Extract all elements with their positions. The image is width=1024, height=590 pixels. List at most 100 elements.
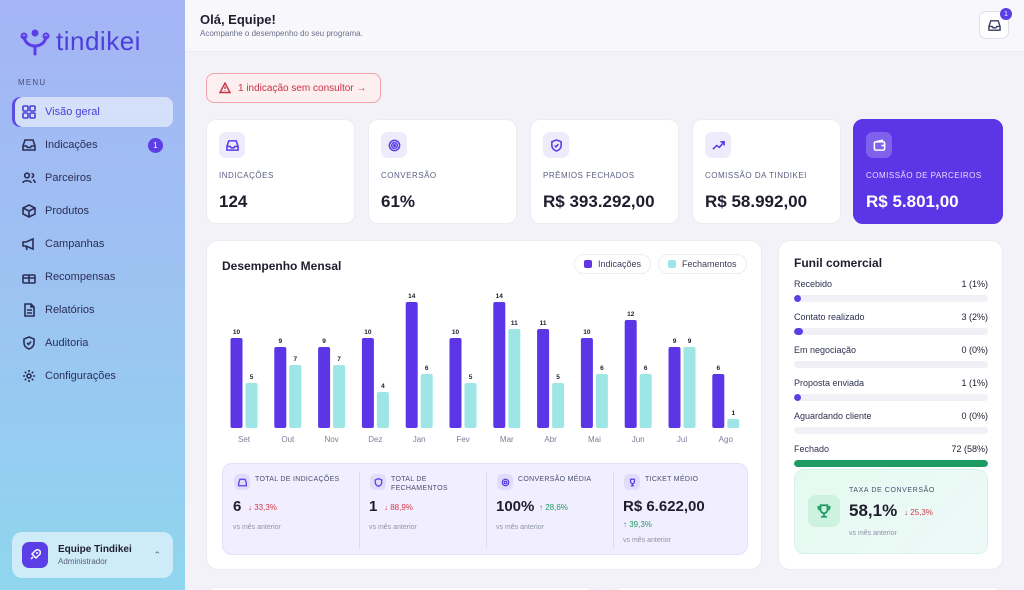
sidebar-item-auditoria[interactable]: Auditoria bbox=[12, 328, 173, 358]
sidebar-item-recompensas[interactable]: Recompensas bbox=[12, 262, 173, 292]
bar-fechamentos-abr[interactable] bbox=[552, 383, 565, 428]
grid-icon bbox=[22, 105, 36, 119]
bar-indicacoes-jul[interactable] bbox=[668, 347, 681, 428]
funnel-stage-count: 1 (1%) bbox=[961, 378, 988, 388]
legend-fechamentos[interactable]: Fechamentos bbox=[658, 254, 747, 274]
funnel-stage-name: Recebido bbox=[794, 279, 833, 289]
shield-check-icon bbox=[543, 132, 569, 158]
box-icon bbox=[22, 204, 36, 218]
bar-indicacoes-jan[interactable] bbox=[405, 302, 418, 428]
summary-value: R$ 6.622,00 bbox=[623, 498, 705, 515]
bar-fechamentos-jun[interactable] bbox=[639, 374, 652, 428]
bar-fechamentos-mar[interactable] bbox=[508, 329, 521, 428]
x-tick-label: Out bbox=[281, 435, 295, 444]
sidebar-item-produtos[interactable]: Produtos bbox=[12, 196, 173, 226]
funnel-stage-fill bbox=[794, 460, 988, 467]
bar-indicacoes-ago[interactable] bbox=[712, 374, 725, 428]
bar-value-label: 4 bbox=[381, 383, 385, 390]
bar-fechamentos-set[interactable] bbox=[245, 383, 258, 428]
bar-value-label: 1 bbox=[731, 410, 735, 417]
legend-label: Indicações bbox=[598, 259, 642, 269]
kpi-value: 124 bbox=[219, 192, 248, 211]
divider bbox=[486, 472, 487, 548]
summary-label: CONVERSÃO MÉDIA bbox=[518, 476, 592, 483]
avatar bbox=[22, 542, 48, 568]
sidebar-item-label: Relatórios bbox=[45, 304, 95, 316]
summary-conversao-media: CONVERSÃO MÉDIA 100% ↑ 28,6% vs mês ante… bbox=[486, 464, 613, 556]
funnel-stage-bar bbox=[794, 427, 988, 434]
legend-indicacoes[interactable]: Indicações bbox=[574, 254, 652, 274]
sidebar-item-campanhas[interactable]: Campanhas bbox=[12, 229, 173, 259]
sidebar-item-label: Campanhas bbox=[45, 238, 105, 250]
indicacoes-badge: 1 bbox=[148, 138, 163, 153]
x-tick-label: Jan bbox=[413, 435, 426, 444]
gift-icon bbox=[22, 274, 36, 284]
bar-fechamentos-nov[interactable] bbox=[333, 365, 346, 428]
bar-indicacoes-mar[interactable] bbox=[493, 302, 506, 428]
users-icon bbox=[22, 172, 36, 184]
bar-fechamentos-jan[interactable] bbox=[420, 374, 433, 428]
bar-indicacoes-dez[interactable] bbox=[361, 338, 374, 428]
funnel-stage-bar bbox=[794, 295, 988, 302]
sidebar-item-indicacoes[interactable]: Indicações 1 bbox=[12, 130, 173, 160]
rocket-icon bbox=[30, 549, 41, 560]
bar-fechamentos-jul[interactable] bbox=[683, 347, 696, 428]
shield-icon bbox=[23, 336, 35, 350]
sidebar-item-relatorios[interactable]: Relatórios bbox=[12, 295, 173, 325]
summary-note: vs mês anterior bbox=[623, 537, 671, 544]
user-role: Administrador bbox=[58, 557, 108, 566]
user-menu[interactable]: Equipe Tindikei Administrador ⌃ bbox=[12, 532, 173, 578]
bar-indicacoes-abr[interactable] bbox=[537, 329, 550, 428]
kpi-premios-fechados: PRÊMIOS FECHADOS R$ 393.292,00 bbox=[530, 119, 679, 224]
bar-indicacoes-mai[interactable] bbox=[580, 338, 593, 428]
wallet-icon bbox=[866, 132, 892, 158]
notifications-button[interactable]: 1 bbox=[979, 8, 1012, 39]
bar-value-label: 9 bbox=[278, 338, 282, 345]
bar-fechamentos-fev[interactable] bbox=[464, 383, 477, 428]
bar-value-label: 11 bbox=[511, 320, 518, 327]
kpi-value: R$ 5.801,00 bbox=[866, 192, 959, 211]
kpi-comissao-parceiros: COMISSÃO DE PARCEIROS R$ 5.801,00 bbox=[853, 119, 1003, 224]
bar-indicacoes-jun[interactable] bbox=[624, 320, 637, 428]
conversion-label: TAXA DE CONVERSÃO bbox=[849, 487, 935, 494]
kpi-label: CONVERSÃO bbox=[381, 171, 437, 180]
kpi-value: 61% bbox=[381, 192, 416, 211]
bar-value-label: 6 bbox=[425, 365, 429, 372]
bar-indicacoes-fev[interactable] bbox=[449, 338, 462, 428]
bar-fechamentos-ago[interactable] bbox=[727, 419, 740, 428]
chevron-up-icon: ⌃ bbox=[153, 550, 161, 560]
summary-delta: ↓ 33,3% bbox=[248, 503, 277, 512]
sidebar-item-label: Auditoria bbox=[45, 337, 89, 349]
bar-value-label: 6 bbox=[600, 365, 604, 372]
kpi-conversao: CONVERSÃO 61% bbox=[368, 119, 517, 224]
bar-chart: 10 5 Set 9 7 Out 9 7 Nov 10 4 Dez 14 6 Jan 10 5 Fev 14 11 Ma… bbox=[230, 293, 740, 444]
funnel-stage-count: 0 (0%) bbox=[961, 411, 988, 421]
bar-indicacoes-set[interactable] bbox=[230, 338, 243, 428]
sidebar-item-configuracoes[interactable]: Configurações bbox=[12, 361, 173, 391]
gear-icon bbox=[23, 370, 35, 382]
kpi-indicacoes: INDICAÇÕES 124 bbox=[206, 119, 355, 224]
bar-fechamentos-out[interactable] bbox=[289, 365, 302, 428]
summary-value: 1 bbox=[369, 498, 378, 515]
sidebar-item-label: Parceiros bbox=[45, 172, 92, 184]
bar-value-label: 10 bbox=[233, 329, 241, 336]
kpi-value: R$ 58.992,00 bbox=[705, 192, 808, 211]
logo[interactable]: tindikei bbox=[20, 26, 141, 57]
unassigned-alert[interactable]: 1 indicação sem consultor → bbox=[206, 73, 381, 103]
sidebar-item-parceiros[interactable]: Parceiros bbox=[12, 163, 173, 193]
summary-delta: ↓ 88,9% bbox=[384, 503, 413, 512]
bar-value-label: 11 bbox=[540, 320, 547, 327]
bar-indicacoes-nov[interactable] bbox=[318, 347, 331, 428]
summary-delta: ↑ 39,3% bbox=[623, 520, 652, 529]
bar-fechamentos-dez[interactable] bbox=[376, 392, 389, 428]
shield-check-icon bbox=[370, 474, 386, 490]
legend-swatch bbox=[668, 260, 676, 268]
sidebar-item-visao-geral[interactable]: Visão geral bbox=[12, 97, 173, 127]
summary-label: TICKET MÉDIO bbox=[645, 476, 699, 483]
bar-fechamentos-mai[interactable] bbox=[595, 374, 608, 428]
funnel-stage-count: 72 (58%) bbox=[951, 444, 988, 454]
bar-indicacoes-out[interactable] bbox=[274, 347, 287, 428]
funnel-stage-name: Contato realizado bbox=[794, 312, 865, 322]
x-tick-label: Ago bbox=[719, 435, 734, 444]
funnel-stage-bar bbox=[794, 361, 988, 368]
